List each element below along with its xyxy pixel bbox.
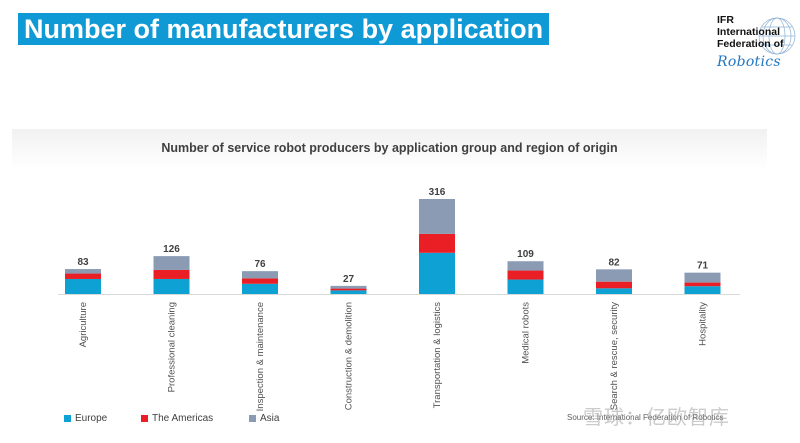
- legend-label-europe: Europe: [75, 412, 108, 424]
- bar-segment-asia-construction-demolition: [330, 285, 367, 289]
- legend-swatch-europe: [64, 414, 71, 422]
- category-label-construction-demolition: Construction & demolition: [344, 302, 355, 410]
- watermark: 雪球：亿欧智库: [583, 407, 730, 429]
- total-label-search-rescue-security: 82: [608, 257, 620, 268]
- total-label-construction-demolition: 27: [343, 274, 355, 285]
- logo-robotics-script: Robotics: [717, 54, 781, 70]
- bar-segment-asia-hospitality: [684, 272, 721, 283]
- chart-panel: Number of service robot producers by app…: [12, 129, 767, 429]
- chart-title: Number of service robot producers by app…: [161, 141, 618, 155]
- total-label-agriculture: 83: [77, 257, 89, 268]
- bar-segment-the-americas-agriculture: [65, 273, 101, 279]
- ifr-logo: IFR International Federation of Robotics: [715, 14, 797, 70]
- legend-item-asia: Asia: [249, 411, 279, 425]
- legend-item-europe: Europe: [64, 411, 107, 425]
- category-label-search-rescue-security: Search & rescue, security: [609, 302, 620, 410]
- category-label-medical-robots: Medical robots: [521, 302, 532, 364]
- bar-segment-europe-inspection-maintenance: [242, 283, 278, 294]
- logo-line-federation: Federation of: [717, 38, 784, 50]
- bar-segment-europe-hospitality: [684, 286, 721, 294]
- total-label-professional-cleaning: 126: [163, 244, 180, 255]
- bar-segment-asia-professional-cleaning: [153, 256, 190, 270]
- logo-line-ifr: IFR: [717, 14, 734, 26]
- bar-segment-the-americas-search-rescue-security: [596, 281, 632, 289]
- category-label-agriculture: Agriculture: [78, 302, 89, 347]
- legend-label-asia: Asia: [260, 412, 280, 424]
- bar-segment-europe-agriculture: [65, 278, 101, 294]
- category-label-transportation-logistics: Transportation & logistics: [432, 302, 443, 409]
- bar-segment-europe-medical-robots: [507, 279, 544, 294]
- bar-segment-the-americas-hospitality: [684, 282, 721, 287]
- bar-segment-asia-medical-robots: [507, 261, 544, 271]
- bar-segment-europe-professional-cleaning: [153, 278, 190, 294]
- slide-title: Number of manufacturers by application: [18, 13, 550, 45]
- source-note: Source: International Federation of Robo…: [567, 413, 724, 422]
- total-label-hospitality: 71: [697, 261, 709, 272]
- legend-label-americas: The Americas: [152, 412, 214, 424]
- bar-segment-asia-search-rescue-security: [596, 269, 632, 282]
- bar-segment-europe-transportation-logistics: [419, 252, 455, 294]
- category-label-professional-cleaning: Professional cleaning: [167, 302, 178, 392]
- bar-segment-asia-agriculture: [65, 269, 101, 274]
- category-label-hospitality: Hospitality: [698, 302, 709, 346]
- bar-segment-the-americas-inspection-maintenance: [242, 278, 278, 284]
- bar-segment-the-americas-medical-robots: [507, 270, 544, 280]
- total-label-transportation-logistics: 316: [429, 187, 446, 198]
- bar-segment-the-americas-professional-cleaning: [153, 269, 190, 279]
- bar-segment-the-americas-construction-demolition: [330, 288, 367, 291]
- total-label-medical-robots: 109: [517, 249, 534, 260]
- total-label-inspection-maintenance: 76: [254, 259, 266, 270]
- legend-item-americas: The Americas: [141, 411, 213, 425]
- logo-line-international: International: [717, 26, 781, 38]
- legend-swatch-asia: [249, 414, 256, 422]
- legend-swatch-americas: [141, 414, 148, 422]
- bar-segment-europe-construction-demolition: [330, 290, 367, 294]
- bar-segment-asia-inspection-maintenance: [242, 271, 278, 279]
- category-label-inspection-maintenance: Inspection & maintenance: [255, 302, 266, 411]
- bar-segment-the-americas-transportation-logistics: [419, 233, 455, 253]
- bar-segment-asia-transportation-logistics: [419, 199, 455, 234]
- globe-icon: [758, 17, 796, 55]
- bar-segment-europe-search-rescue-security: [596, 288, 632, 294]
